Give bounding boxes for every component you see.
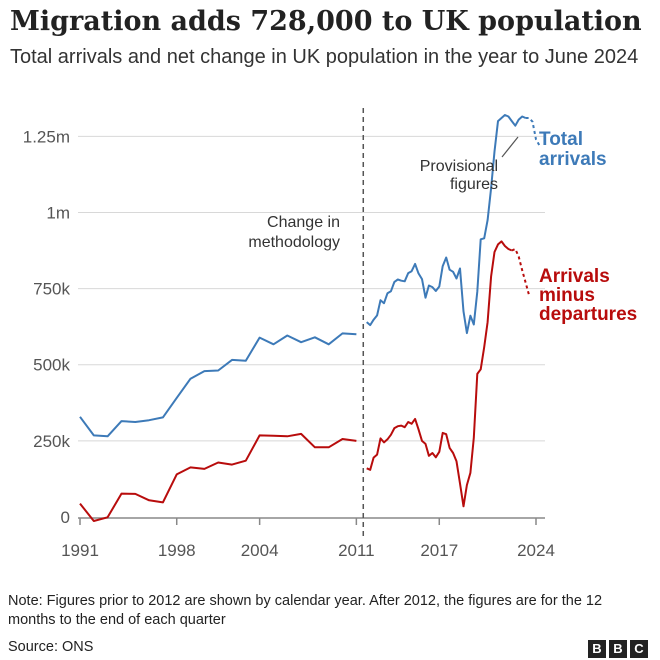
x-tick-label: 1998 — [158, 541, 196, 560]
series-label-line: arrivals — [539, 149, 607, 170]
annotation-line: Change in — [267, 214, 340, 231]
series-line-calendar-year — [79, 432, 357, 522]
y-tick-label: 0 — [61, 508, 70, 527]
annotation-line: methodology — [248, 234, 340, 251]
series-line-quarterly — [366, 240, 513, 508]
line-chart: 0 250k 500k 750k 1m 1.25m 1991 1998 2004 2011 201… — [23, 108, 637, 560]
logo-letter: C — [630, 640, 648, 658]
annotation-line: Provisional — [420, 158, 498, 175]
y-tick-label: 750k — [33, 280, 70, 299]
chart-subtitle: Total arrivals and net change in UK popu… — [10, 46, 639, 68]
series-line-provisional — [511, 247, 531, 296]
x-tick-label: 2024 — [517, 541, 555, 560]
series-label-line: departures — [539, 304, 637, 325]
x-axis: 1991 1998 2004 2011 2017 2024 — [61, 517, 555, 560]
provisional-annotation: Provisional figures — [420, 158, 498, 193]
series-label-line: Total — [539, 129, 583, 150]
y-tick-label: 500k — [33, 356, 70, 375]
x-tick-label: 1991 — [61, 541, 99, 560]
series-line-quarterly — [366, 114, 527, 335]
series-line-provisional — [525, 117, 541, 146]
y-tick-label: 250k — [33, 432, 70, 451]
source-label: Source: ONS — [8, 639, 94, 655]
x-tick-label: 2017 — [420, 541, 458, 560]
bbc-logo: B B C — [588, 640, 648, 658]
series-lines — [79, 114, 541, 522]
annotation-line: figures — [450, 176, 498, 193]
series-label: Arrivals minus departures — [539, 266, 637, 325]
series-label-line: Arrivals — [539, 266, 610, 287]
logo-letter: B — [588, 640, 606, 658]
series-label-line: minus — [539, 285, 595, 306]
chart-title: Migration adds 728,000 to UK population — [10, 6, 642, 37]
x-tick-label: 2011 — [338, 541, 375, 560]
y-axis-tick-labels: 0 250k 500k 750k 1m 1.25m — [23, 127, 71, 527]
chart-note: Note: Figures prior to 2012 are shown by… — [8, 593, 603, 628]
y-tick-label: 1.25m — [23, 127, 70, 146]
x-tick-label: 2004 — [241, 541, 279, 560]
annotation-leader — [501, 136, 519, 158]
chart-annotations: Change in methodology Provisional figures To… — [248, 129, 637, 325]
grid-lines — [78, 135, 545, 442]
series-line-calendar-year — [79, 332, 357, 438]
series-label: Total arrivals — [539, 129, 607, 170]
y-tick-label: 1m — [46, 203, 70, 222]
methodology-annotation: Change in methodology — [248, 214, 340, 251]
logo-letter: B — [609, 640, 627, 658]
